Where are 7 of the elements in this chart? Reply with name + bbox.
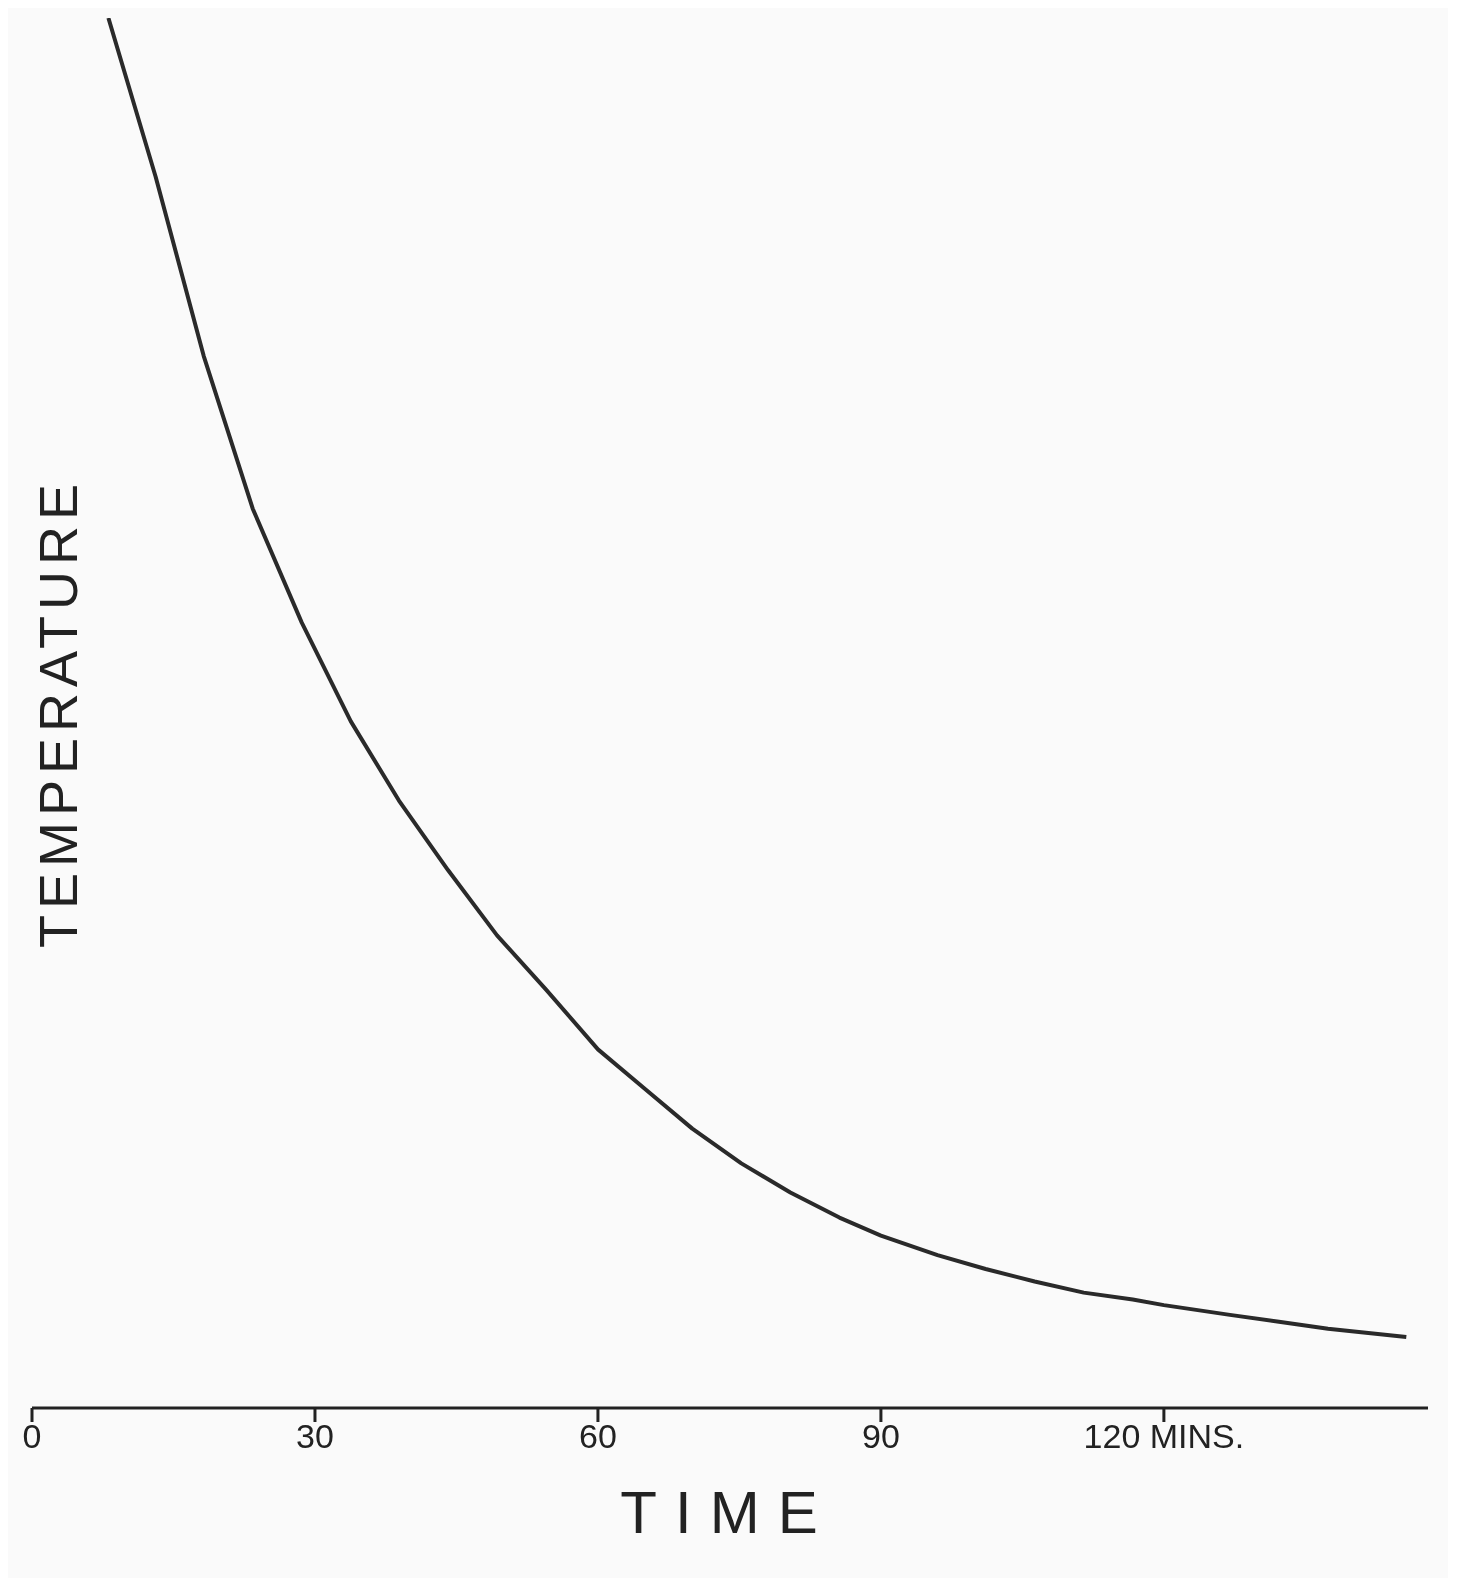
x-tick-label: 120 MINS. xyxy=(1083,1417,1245,1456)
x-tick-label: 90 xyxy=(862,1417,900,1456)
x-axis-title: TIME xyxy=(619,1478,837,1547)
x-tick-label: 0 xyxy=(22,1417,42,1456)
x-tick-label: 60 xyxy=(579,1417,617,1456)
y-axis-title: TEMPERATURE xyxy=(27,477,89,949)
x-tick-label: 30 xyxy=(296,1417,334,1456)
